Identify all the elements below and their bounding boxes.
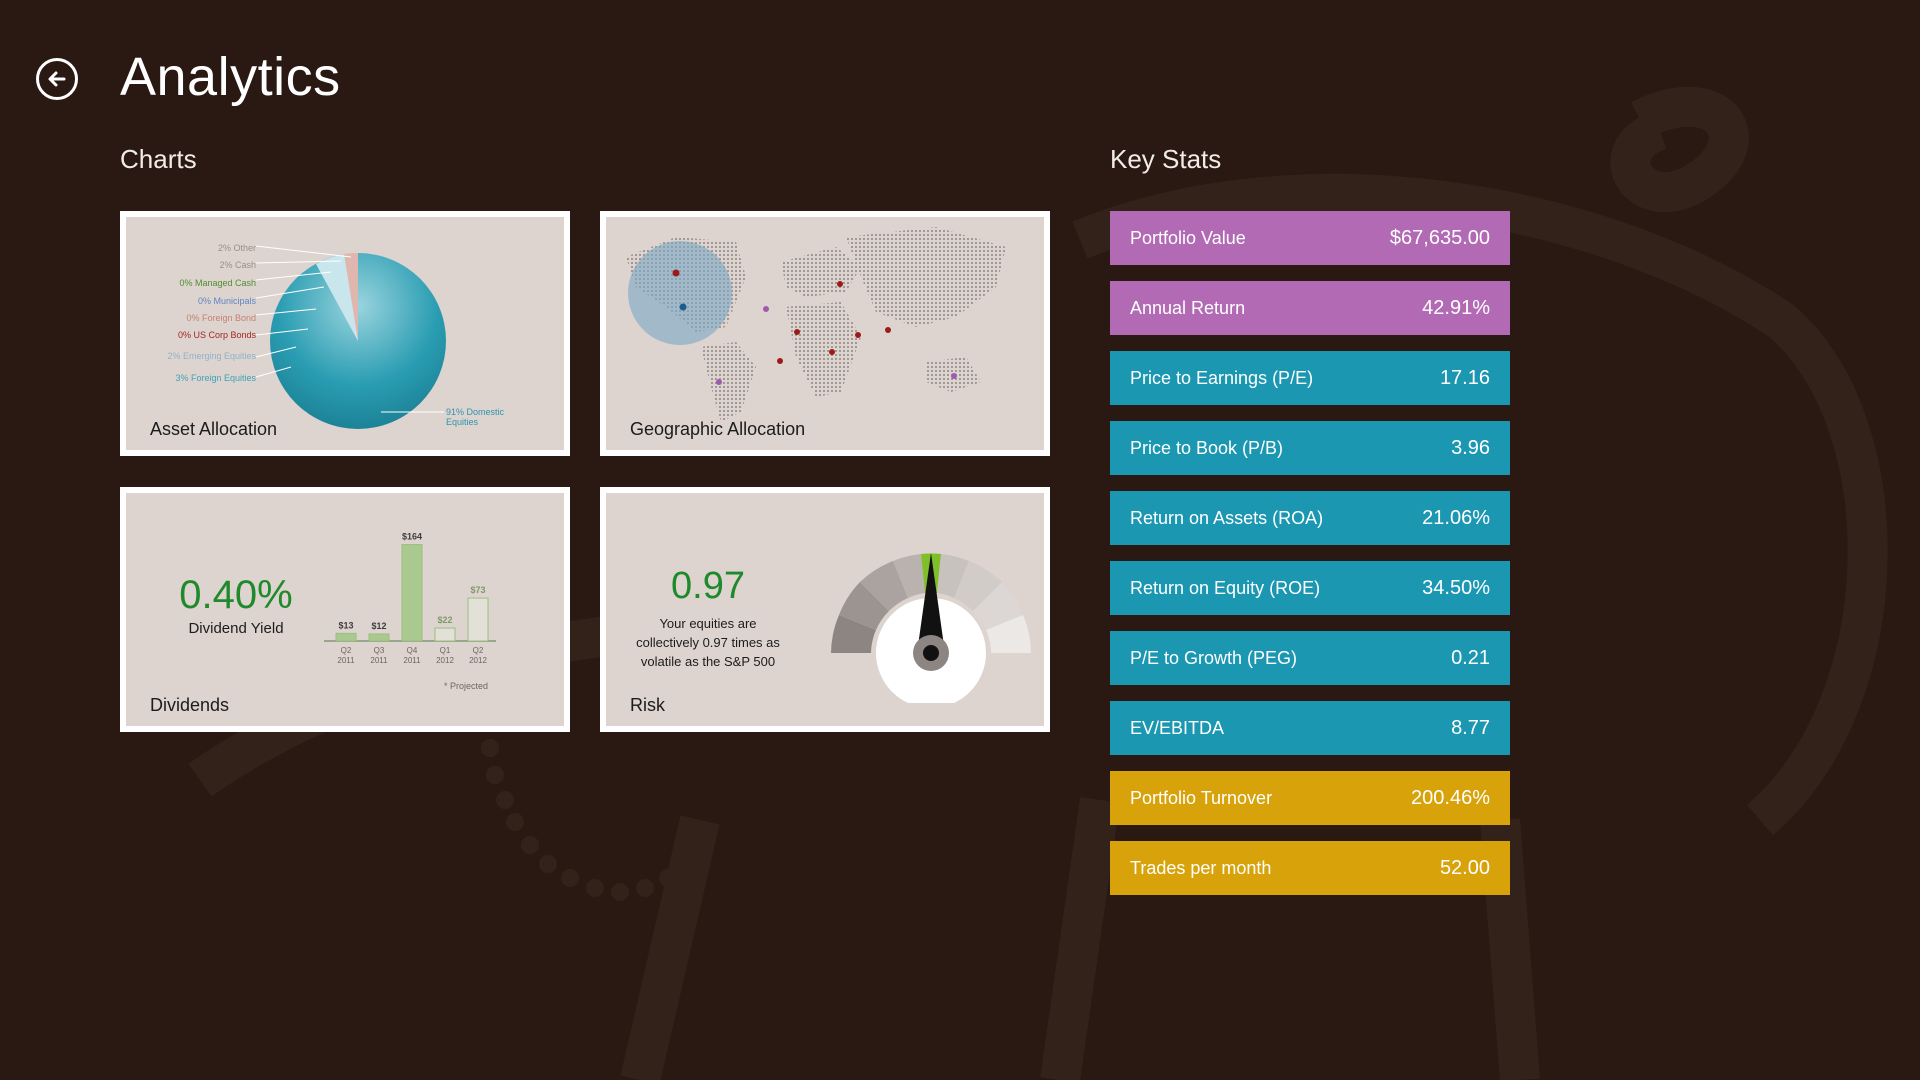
- category-label-1-1: 2011: [370, 656, 388, 665]
- dividends-label: Dividends: [150, 695, 230, 715]
- stat-row-price-to-book-p-b[interactable]: Price to Book (P/B) 3.96: [1110, 421, 1510, 475]
- stat-row-price-to-earnings-p-e[interactable]: Price to Earnings (P/E) 17.16: [1110, 351, 1510, 405]
- risk-value: 0.97: [671, 565, 745, 607]
- category-label-0-1: 2011: [337, 656, 355, 665]
- key-stats-section-title: Key Stats: [1110, 144, 1222, 174]
- page-title: Analytics: [120, 47, 341, 107]
- back-button[interactable]: [36, 58, 78, 100]
- stat-label: Portfolio Turnover: [1130, 787, 1273, 808]
- legend-us-corp-bonds: 0% US Corp Bonds: [177, 330, 256, 340]
- category-label-1-0: Q3: [374, 646, 385, 655]
- stat-value: 52.00: [1439, 856, 1490, 879]
- charts-section-title: Charts: [120, 144, 197, 174]
- gauge-needle: [917, 553, 945, 653]
- geographic-allocation-tile[interactable]: Geographic Allocation: [600, 211, 1050, 456]
- risk-description: Your equities are collectively 0.97 time…: [636, 616, 780, 669]
- dividends-tile[interactable]: 0.40% Dividend Yield $13 Q2 2011 $12 Q3 2011 $…: [120, 487, 570, 732]
- stat-label: Portfolio Value: [1130, 227, 1246, 248]
- projected-note: * Projected: [444, 681, 489, 691]
- bar-2: [401, 544, 423, 642]
- arrow-left-icon: [48, 71, 66, 87]
- stat-value: 8.77: [1451, 716, 1490, 739]
- stat-label: Annual Return: [1130, 297, 1246, 318]
- pie-slice-other: [344, 252, 358, 341]
- legend-managed-cash: 0% Managed Cash: [179, 278, 256, 288]
- bar-value-label-2: $164: [402, 532, 422, 542]
- key-stats-list: Portfolio Value $67,635.00 Annual Return 42…: [1110, 211, 1510, 911]
- stat-row-p-e-to-growth-peg[interactable]: P/E to Growth (PEG) 0.21: [1110, 631, 1510, 685]
- bar-4: [467, 597, 489, 642]
- legend-other: 2% Other: [217, 243, 256, 253]
- stat-label: EV/EBITDA: [1130, 717, 1225, 738]
- stat-value: 3.96: [1451, 436, 1490, 459]
- stat-row-return-on-assets-roa[interactable]: Return on Assets (ROA) 21.06%: [1110, 491, 1510, 545]
- stat-value: 200.46%: [1411, 786, 1490, 809]
- bar-value-label-1: $12: [371, 621, 386, 631]
- stat-label: Price to Book (P/B): [1130, 437, 1284, 458]
- stat-value: $67,635.00: [1389, 226, 1490, 249]
- category-label-2-1: 2011: [403, 656, 421, 665]
- stat-row-trades-per-month[interactable]: Trades per month 52.00: [1110, 841, 1510, 895]
- dividend-yield-label: Dividend Yield: [188, 620, 284, 637]
- legend-foreign-equities: 3% Foreign Equities: [175, 373, 256, 383]
- stat-row-return-on-equity-roe[interactable]: Return on Equity (ROE) 34.50%: [1110, 561, 1510, 615]
- stat-row-portfolio-value[interactable]: Portfolio Value $67,635.00: [1110, 211, 1510, 265]
- region-dots: [672, 269, 957, 385]
- risk-label: Risk: [630, 695, 665, 715]
- bar-value-label-0: $13: [338, 620, 353, 630]
- legend-foreign-bond: 0% Foreign Bond: [186, 313, 256, 323]
- stat-row-ev-ebitda[interactable]: EV/EBITDA 8.77: [1110, 701, 1510, 755]
- stat-value: 42.91%: [1422, 296, 1490, 319]
- region-highlight-north-america: [628, 241, 732, 345]
- legend-domestic-equities: 91% Domestic Equities: [446, 407, 505, 427]
- asset-allocation-label: Asset Allocation: [150, 419, 278, 439]
- asset-allocation-tile[interactable]: 2% Other 2% Cash 0% Managed Cash 0% Muni…: [120, 211, 570, 456]
- legend-emerging-equities: 2% Emerging Equities: [167, 351, 256, 361]
- category-label-4-0: Q2: [473, 646, 484, 655]
- stat-value: 34.50%: [1422, 576, 1490, 599]
- legend-municipals: 0% Municipals: [197, 296, 256, 306]
- stat-row-annual-return[interactable]: Annual Return 42.91%: [1110, 281, 1510, 335]
- stat-label: Return on Assets (ROA): [1130, 507, 1324, 528]
- category-label-4-1: 2012: [469, 656, 487, 665]
- risk-tile[interactable]: 0.97 Your equities are collectively 0.97…: [600, 487, 1050, 732]
- category-label-0-0: Q2: [341, 646, 352, 655]
- risk-gauge: [831, 553, 1031, 703]
- asset-pie-chart: [255, 245, 446, 429]
- stat-label: Return on Equity (ROE): [1130, 577, 1321, 598]
- category-label-3-0: Q1: [440, 646, 451, 655]
- legend-cash: 2% Cash: [219, 260, 256, 270]
- bar-value-label-3: $22: [437, 615, 452, 625]
- stat-label: P/E to Growth (PEG): [1130, 647, 1298, 668]
- bar-3: [434, 627, 456, 642]
- stat-value: 17.16: [1439, 366, 1490, 389]
- dividend-yield-value: 0.40%: [179, 573, 293, 617]
- bar-value-label-4: $73: [470, 585, 485, 595]
- dividend-yield-block: 0.40% Dividend Yield: [166, 573, 306, 637]
- dividends-bar-chart: $13Q22011$12Q32011$164Q42011$22Q12012$73…: [324, 532, 496, 665]
- geographic-allocation-label: Geographic Allocation: [630, 419, 806, 439]
- stat-value: 21.06%: [1422, 506, 1490, 529]
- risk-block: 0.97 Your equities are collectively 0.97…: [628, 565, 788, 671]
- category-label-3-1: 2012: [436, 656, 454, 665]
- bar-0: [335, 632, 357, 642]
- stat-label: Trades per month: [1130, 857, 1272, 878]
- stat-row-portfolio-turnover[interactable]: Portfolio Turnover 200.46%: [1110, 771, 1510, 825]
- gauge-segments: [831, 553, 1031, 703]
- bar-1: [368, 633, 390, 642]
- category-label-2-0: Q4: [407, 646, 418, 655]
- stat-label: Price to Earnings (P/E): [1130, 367, 1314, 388]
- stat-value: 0.21: [1451, 646, 1490, 669]
- world-map-icon: [626, 227, 1006, 422]
